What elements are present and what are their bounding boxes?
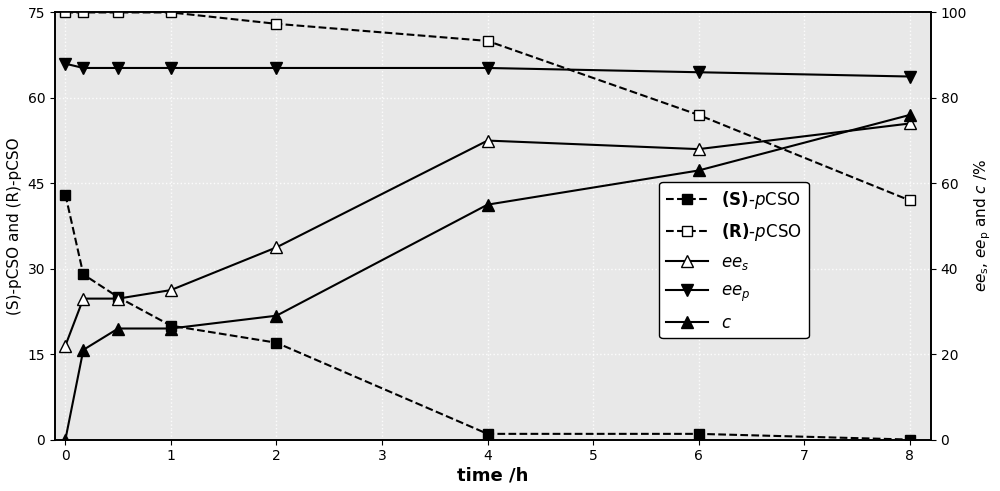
Y-axis label: $\mathit{ee}_\mathrm{s}$, $\mathit{ee}_\mathrm{p}$ and $\mathit{c}$ /%: $\mathit{ee}_\mathrm{s}$, $\mathit{ee}_\… bbox=[972, 160, 993, 293]
Legend: $\bf{(S)}$-$\it{p}$CSO, $\bf{(R)}$-$\it{p}$CSO, $\mathit{ee}_\mathit{s}$, $\math: $\bf{(S)}$-$\it{p}$CSO, $\bf{(R)}$-$\it{… bbox=[659, 182, 809, 338]
Y-axis label: (S)-pCSO and (R)-pCSO: (S)-pCSO and (R)-pCSO bbox=[7, 137, 22, 315]
X-axis label: time /h: time /h bbox=[457, 466, 529, 484]
